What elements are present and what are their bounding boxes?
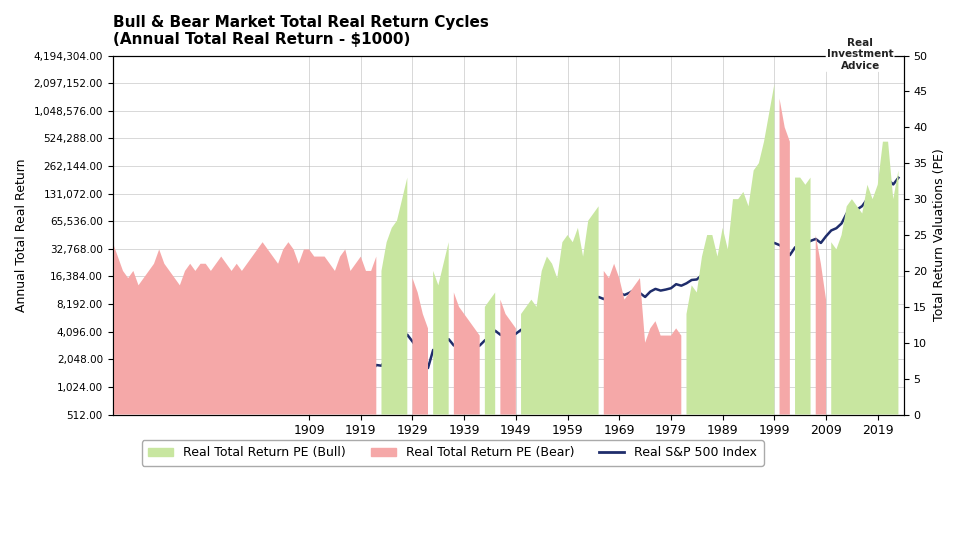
Legend: Real Total Return PE (Bull), Real Total Return PE (Bear), Real S&P 500 Index: Real Total Return PE (Bull), Real Total … <box>142 440 764 466</box>
Real S&P 500 Index <box>888 181 899 188</box>
Real S&P 500 Index <box>665 285 677 292</box>
Y-axis label: Total Return Valuations (PE): Total Return Valuations (PE) <box>933 148 946 321</box>
Text: Bull & Bear Market Total Real Return Cycles
(Annual Total Real Return - $1000): Bull & Bear Market Total Real Return Cyc… <box>112 15 488 47</box>
Real S&P 500 Index <box>763 242 775 249</box>
Real S&P 500 Index <box>215 377 227 384</box>
Text: Real
Investment
Advice: Real Investment Advice <box>826 38 894 71</box>
Real S&P 500 Index <box>107 385 118 391</box>
Real S&P 500 Index <box>133 388 144 394</box>
Y-axis label: Annual Total Real Return: Annual Total Real Return <box>15 158 28 312</box>
Line: Real S&P 500 Index: Real S&P 500 Index <box>112 178 899 391</box>
Real S&P 500 Index <box>458 341 470 348</box>
Real S&P 500 Index <box>163 381 175 388</box>
Real S&P 500 Index <box>893 174 904 181</box>
